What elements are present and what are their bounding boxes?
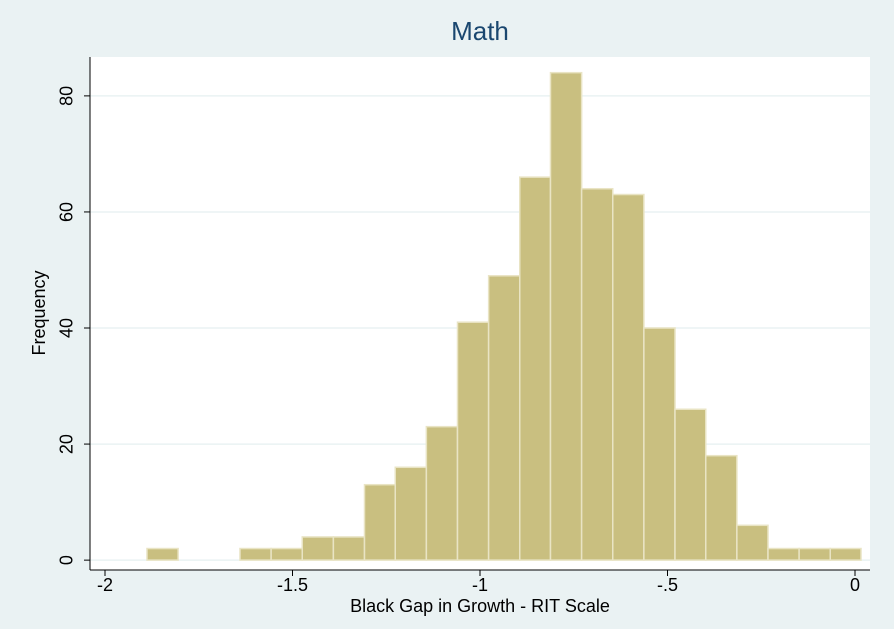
x-tick-label: -1.5 — [277, 575, 308, 595]
bar — [270, 547, 303, 561]
x-tick-label: -1 — [472, 575, 488, 595]
bar — [580, 187, 614, 561]
bar — [363, 483, 396, 561]
x-tick-label: -.5 — [657, 575, 678, 595]
bar — [519, 176, 552, 561]
y-axis-label: Frequency — [29, 270, 49, 355]
y-tick-label: 80 — [57, 86, 77, 106]
bar — [643, 327, 676, 561]
bar — [394, 466, 428, 561]
x-tick-label: -2 — [97, 575, 113, 595]
bar — [332, 536, 366, 561]
bar — [487, 275, 521, 561]
x-axis-label: Black Gap in Growth - RIT Scale — [350, 596, 610, 616]
y-tick-label: 20 — [57, 434, 77, 454]
chart-title: Math — [451, 16, 509, 46]
y-tick-label: 40 — [57, 318, 77, 338]
bar — [674, 408, 707, 561]
bar — [705, 454, 738, 561]
bar — [612, 193, 645, 561]
y-tick-label: 60 — [57, 202, 77, 222]
bar — [767, 547, 800, 561]
bar — [146, 547, 179, 561]
bar — [829, 547, 862, 561]
bar — [456, 321, 490, 561]
bar — [736, 524, 769, 561]
bar — [549, 71, 583, 561]
bar — [425, 425, 459, 561]
bar — [239, 547, 272, 561]
bar — [798, 547, 831, 561]
y-tick-label: 0 — [57, 555, 77, 565]
x-tick-label: 0 — [850, 575, 860, 595]
bar — [301, 536, 335, 561]
